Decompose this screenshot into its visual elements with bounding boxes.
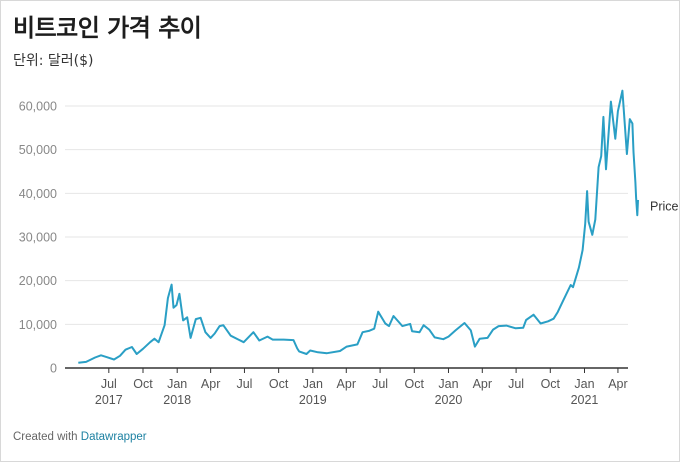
x-tick-year-label: 2018	[163, 393, 191, 407]
x-tick-label: Jan	[303, 377, 323, 391]
y-axis-ticks: 0 10,000 20,000 30,000 40,000 50,000 60,000	[19, 100, 57, 376]
y-tick-label: 40,000	[19, 187, 57, 201]
chart-subtitle: 단위: 달러($)	[13, 53, 94, 69]
footer-credit: Created with Datawrapper	[13, 431, 147, 443]
x-tick-label: Jan	[167, 377, 187, 391]
price-series-line	[78, 89, 639, 364]
y-tick-label: 50,000	[19, 143, 57, 157]
x-tick-label: Jan	[574, 377, 594, 391]
datawrapper-link[interactable]: Datawrapper	[80, 431, 147, 443]
footer-prefix: Created with	[13, 431, 81, 443]
x-tick-label: Oct	[405, 377, 425, 391]
x-tick-label: Oct	[269, 377, 289, 391]
x-tick-label: Jan	[438, 377, 458, 391]
y-tick-label: 30,000	[19, 231, 57, 245]
y-tick-label: 0	[50, 362, 57, 376]
x-tick-label: Apr	[201, 377, 220, 391]
x-tick-label: Jul	[236, 377, 252, 391]
x-tick-label: Jul	[372, 377, 388, 391]
chart-title: 비트코인 가격 추이	[13, 14, 202, 42]
y-tick-label: 60,000	[19, 100, 57, 114]
x-tick-label: Oct	[133, 377, 153, 391]
x-tick-label: Apr	[337, 377, 356, 391]
x-axis-ticks: Jul 2017 Oct Jan 2018 Apr Jul Oct Jan 2019 Apr Jul O…	[95, 368, 628, 407]
x-tick-label: Apr	[473, 377, 492, 391]
y-tick-label: 10,000	[19, 318, 57, 332]
x-tick-year-label: 2021	[571, 393, 599, 407]
x-tick-label: Oct	[541, 377, 561, 391]
line-chart: 0 10,000 20,000 30,000 40,000 50,000 60,000 Ju…	[19, 89, 679, 407]
y-tick-label: 20,000	[19, 274, 57, 288]
x-tick-year-label: 2017	[95, 393, 123, 407]
series-label-price: Price	[650, 199, 679, 213]
x-tick-label: Jul	[508, 377, 524, 391]
y-gridlines	[65, 105, 628, 369]
x-tick-label: Jul	[101, 377, 117, 391]
x-tick-year-label: 2020	[435, 393, 463, 407]
x-tick-year-label: 2019	[299, 393, 327, 407]
x-tick-label: Apr	[608, 377, 627, 391]
